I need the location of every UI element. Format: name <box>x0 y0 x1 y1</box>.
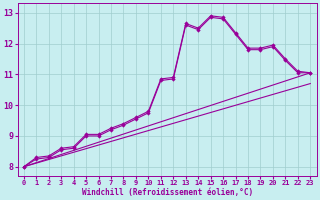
X-axis label: Windchill (Refroidissement éolien,°C): Windchill (Refroidissement éolien,°C) <box>82 188 253 197</box>
